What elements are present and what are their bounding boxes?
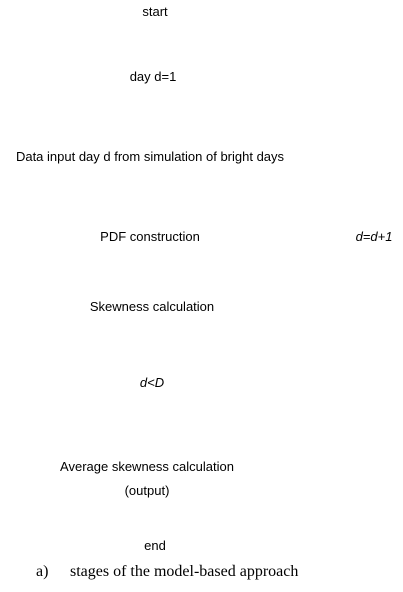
caption-text: stages of the model-based approach	[70, 563, 299, 580]
start-node: start	[142, 4, 168, 19]
increment-node: d=d+1	[355, 229, 393, 244]
average-node: Average skewness calculation (output)	[60, 459, 234, 498]
decision-node: d<D	[139, 375, 165, 390]
pdf-node: PDF construction	[100, 229, 200, 244]
caption: a) stages of the model-based approach	[36, 563, 298, 581]
end-node: end	[144, 538, 166, 553]
skewness-node: Skewness calculation	[89, 299, 215, 314]
input-node: Data input day d from simulation of brig…	[15, 149, 285, 164]
init-node: day d=1	[129, 69, 177, 84]
caption-marker: a)	[36, 563, 49, 580]
